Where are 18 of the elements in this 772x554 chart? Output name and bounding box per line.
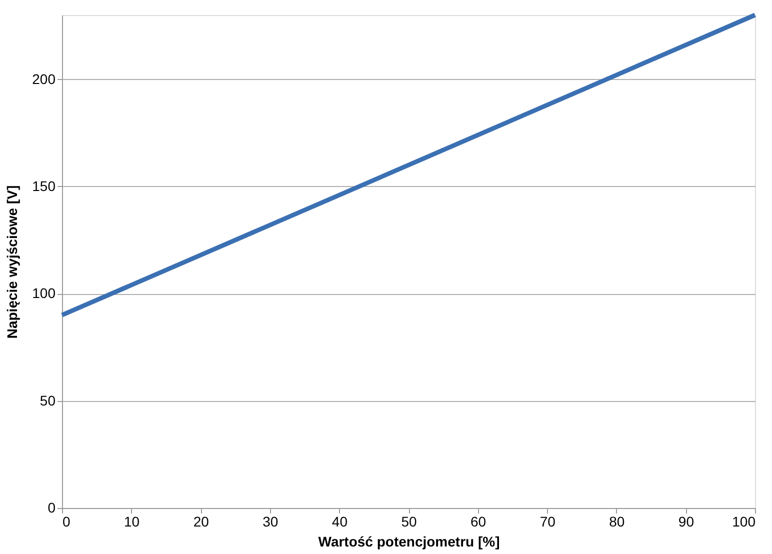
y-tick-label: 150 bbox=[32, 178, 56, 194]
x-tick-label: 10 bbox=[124, 514, 140, 530]
x-tick-label: 70 bbox=[540, 514, 556, 530]
x-tick-label: 30 bbox=[262, 514, 278, 530]
y-tick-label: 200 bbox=[32, 70, 56, 87]
x-tick-label: 0 bbox=[62, 514, 70, 530]
x-tick-label: 60 bbox=[470, 514, 486, 530]
x-tick-label: 20 bbox=[193, 514, 210, 530]
y-tick-label: 50 bbox=[40, 392, 56, 408]
x-tick-label: 100 bbox=[732, 514, 756, 530]
x-tick-label: 90 bbox=[678, 514, 694, 530]
x-tick-label: 80 bbox=[609, 514, 625, 530]
y-axis-title: Napięcie wyjściowe [V] bbox=[4, 185, 20, 339]
y-tick-label: 100 bbox=[32, 285, 56, 302]
x-axis-title: Wartość potencjometru [%] bbox=[318, 534, 500, 550]
x-tick-label: 50 bbox=[401, 514, 417, 530]
y-tick-label: 0 bbox=[48, 500, 56, 516]
x-tick-label: 40 bbox=[332, 514, 348, 530]
